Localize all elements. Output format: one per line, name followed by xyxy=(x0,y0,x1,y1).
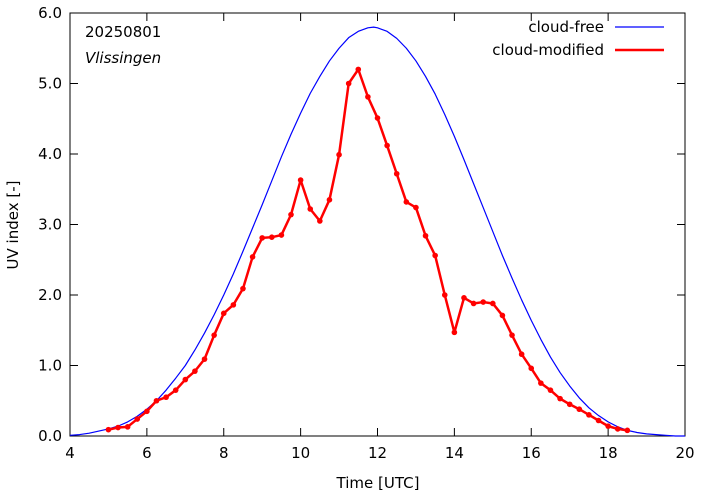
cloud-modified-point xyxy=(134,416,141,422)
cloud-modified-point xyxy=(182,376,189,383)
cloud-modified-point xyxy=(365,94,371,100)
cloud-modified-point xyxy=(614,426,621,432)
y-tick-label: 3.0 xyxy=(38,216,62,234)
cloud-modified-point xyxy=(605,423,611,429)
y-tick-label: 5.0 xyxy=(38,75,62,93)
chart-legend: cloud-free cloud-modified xyxy=(492,18,664,59)
date-annotation: 20250801 xyxy=(85,23,161,41)
cloud-modified-legend-label: cloud-modified xyxy=(492,41,604,59)
cloud-modified-point xyxy=(480,299,487,305)
cloud-modified-series-line xyxy=(108,68,628,432)
cloud-modified-point xyxy=(163,394,169,401)
cloud-modified-point xyxy=(172,387,179,393)
cloud-modified-point xyxy=(403,199,410,205)
cloud-modified-point xyxy=(595,417,602,424)
cloud-modified-point xyxy=(384,142,390,149)
x-tick-label: 20 xyxy=(675,444,694,462)
cloud-modified-point xyxy=(201,356,208,362)
cloud-modified-point xyxy=(249,254,256,260)
cloud-modified-point xyxy=(566,401,573,408)
cloud-modified-point xyxy=(374,115,381,121)
cloud-modified-point xyxy=(576,406,583,413)
cloud-modified-point xyxy=(393,170,400,177)
cloud-modified-point xyxy=(461,295,467,301)
cloud-modified-point xyxy=(297,177,304,183)
cloud-modified-point xyxy=(220,310,227,317)
cloud-modified-point xyxy=(278,232,285,238)
cloud-modified-point xyxy=(105,426,112,433)
y-tick-label: 6.0 xyxy=(38,4,62,22)
cloud-modified-point xyxy=(124,424,131,430)
cloud-modified-point xyxy=(345,80,352,87)
y-axis-label: UV index [-] xyxy=(4,181,22,270)
cloud-modified-point xyxy=(490,300,496,307)
chart-text: 20250801 Vlissingen Time [UTC] UV index … xyxy=(4,23,419,492)
cloud-modified-point xyxy=(211,332,217,338)
x-tick-label: 10 xyxy=(291,444,310,462)
cloud-modified-point xyxy=(451,329,458,336)
cloud-modified-point xyxy=(624,427,631,434)
x-tick-label: 18 xyxy=(599,444,618,462)
cloud-free-series-line xyxy=(69,26,685,437)
cloud-modified-point xyxy=(115,424,121,431)
cloud-free-legend-label: cloud-free xyxy=(528,18,604,36)
station-annotation: Vlissingen xyxy=(85,49,161,67)
cloud-modified-point xyxy=(528,365,535,372)
cloud-modified-point xyxy=(355,66,362,73)
cloud-modified-point xyxy=(509,332,515,338)
cloud-modified-point xyxy=(441,292,448,298)
cloud-modified-point xyxy=(192,368,198,374)
x-tick-label: 6 xyxy=(142,444,152,462)
cloud-modified-point xyxy=(518,351,525,358)
cloud-modified-point xyxy=(326,197,333,203)
cloud-modified-point xyxy=(268,234,275,240)
y-tick-label: 1.0 xyxy=(38,357,62,375)
cloud-modified-point xyxy=(422,232,429,239)
x-tick-label: 8 xyxy=(219,444,229,462)
cloud-modified-point xyxy=(470,300,477,307)
chart-series xyxy=(69,26,685,437)
cloud-modified-point xyxy=(586,412,592,418)
cloud-modified-point xyxy=(317,218,323,224)
x-axis-label: Time [UTC] xyxy=(336,474,420,492)
cloud-modified-point xyxy=(432,252,438,259)
chart-axes: 4 6 8 10 12 14 16 18 20 0.0 1.0 2.0 3.0 4.0 5.0 6.0 xyxy=(38,4,694,462)
cloud-modified-point xyxy=(240,285,246,292)
x-tick-label: 12 xyxy=(368,444,387,462)
x-tick-label: 14 xyxy=(445,444,464,462)
cloud-modified-point xyxy=(336,151,342,158)
cloud-modified-point xyxy=(499,312,506,319)
cloud-modified-point xyxy=(538,380,544,386)
cloud-modified-point xyxy=(144,408,150,415)
cloud-modified-point xyxy=(288,211,294,218)
plot-frame xyxy=(69,12,686,437)
cloud-modified-point xyxy=(557,395,563,402)
cloud-modified-point xyxy=(153,397,160,404)
y-tick-label: 0.0 xyxy=(38,427,62,445)
x-tick-label: 4 xyxy=(65,444,75,462)
cloud-modified-point xyxy=(230,302,237,308)
y-tick-label: 2.0 xyxy=(38,286,62,304)
cloud-modified-point xyxy=(307,206,314,212)
cloud-modified-point xyxy=(547,387,554,393)
cloud-modified-point xyxy=(259,235,265,241)
y-tick-label: 4.0 xyxy=(38,145,62,163)
x-tick-label: 16 xyxy=(522,444,541,462)
cloud-modified-point xyxy=(413,204,419,211)
